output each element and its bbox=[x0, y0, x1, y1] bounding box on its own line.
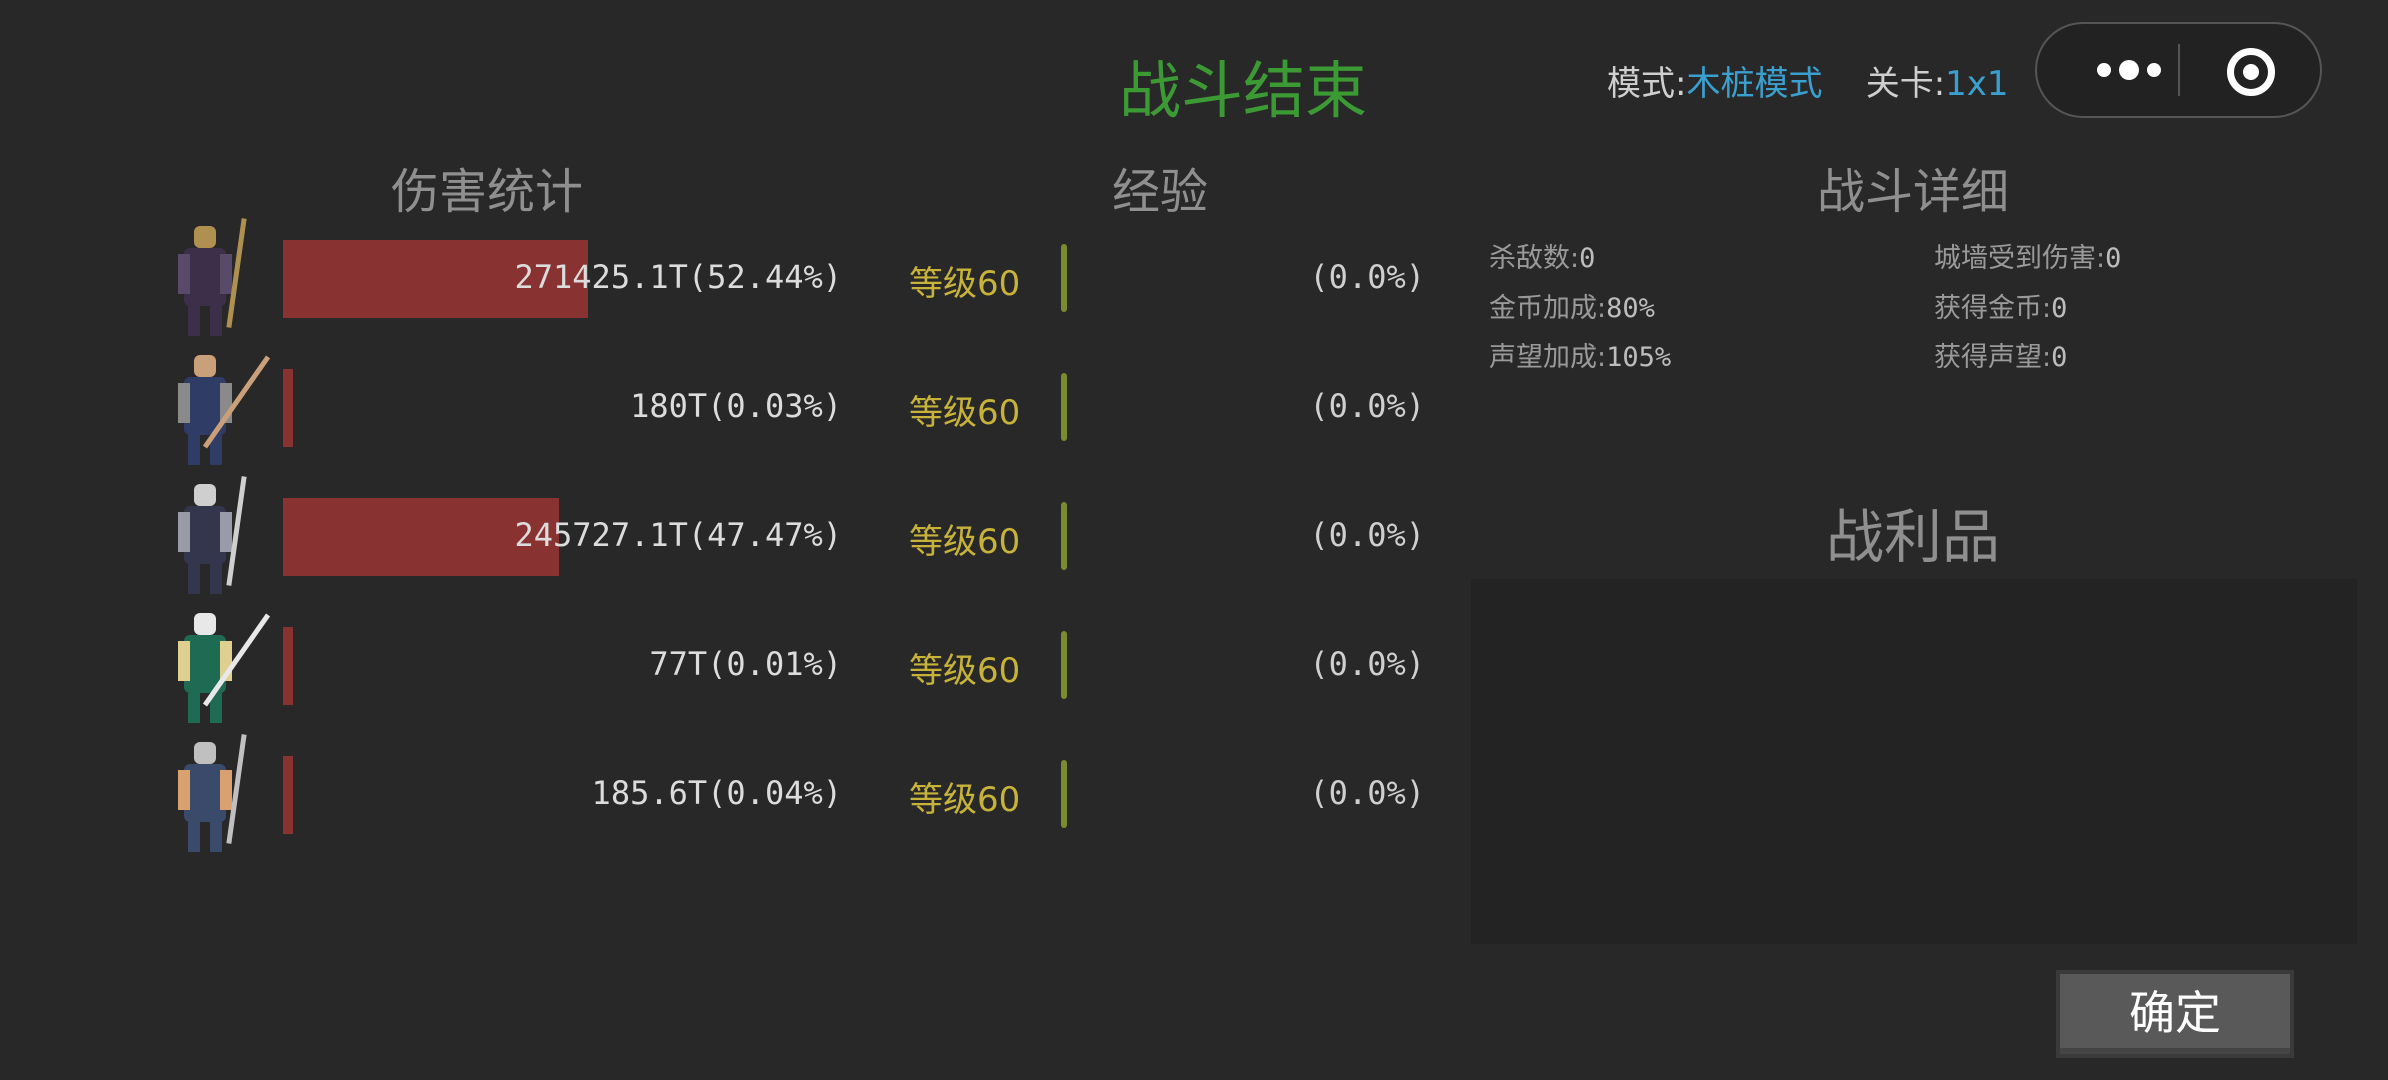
page-title: 战斗结束 bbox=[1118, 54, 1367, 127]
damage-bar bbox=[283, 498, 560, 576]
damage-text: 77T(0.01%) bbox=[649, 645, 842, 683]
stage-label: 关卡: bbox=[1865, 64, 1946, 104]
loot-panel bbox=[1471, 579, 2357, 944]
damage-text: 245727.1T(47.47%) bbox=[514, 516, 842, 554]
damage-row: 77T(0.01%) 等级60 (0.0%) bbox=[0, 601, 1450, 730]
more-dots-icon[interactable] bbox=[2097, 60, 2161, 80]
xp-bar bbox=[1061, 373, 1067, 441]
confirm-button[interactable]: 确定 bbox=[2056, 970, 2294, 1058]
detail-fame-gained: 获得声望:0 bbox=[1934, 342, 2068, 373]
xp-percent: (0.0%) bbox=[1309, 516, 1425, 554]
damage-row: 271425.1T(52.44%) 等级60 (0.0%) bbox=[0, 214, 1450, 343]
capsule-divider bbox=[2178, 44, 2180, 96]
detail-wall-damage: 城墙受到伤害:0 bbox=[1934, 243, 2122, 274]
level-label: 等级60 bbox=[909, 393, 1021, 433]
hero-portrait-dual-blade-warrior bbox=[150, 730, 260, 859]
xp-percent: (0.0%) bbox=[1309, 774, 1425, 812]
mode-label: 模式: bbox=[1607, 64, 1687, 104]
hero-portrait-swordsman bbox=[150, 343, 271, 472]
damage-bar bbox=[283, 240, 589, 318]
damage-heading: 伤害统计 bbox=[390, 164, 583, 220]
damage-row: 245727.1T(47.47%) 等级60 (0.0%) bbox=[0, 472, 1450, 601]
hero-portrait-elf-archer bbox=[150, 601, 271, 730]
xp-percent: (0.0%) bbox=[1309, 645, 1425, 683]
damage-text: 185.6T(0.04%) bbox=[591, 774, 842, 812]
hero-portrait-dark-mage bbox=[150, 214, 260, 343]
detail-kills: 杀敌数:0 bbox=[1489, 243, 1596, 274]
details-heading: 战斗详细 bbox=[1816, 164, 2009, 220]
level-label: 等级60 bbox=[909, 522, 1021, 562]
detail-fame-bonus: 声望加成:105% bbox=[1489, 342, 1672, 373]
xp-percent: (0.0%) bbox=[1309, 387, 1425, 425]
xp-bar bbox=[1061, 244, 1067, 312]
hero-portrait-caped-knight bbox=[150, 472, 260, 601]
level-label: 等级60 bbox=[909, 264, 1021, 304]
damage-text: 271425.1T(52.44%) bbox=[514, 258, 842, 296]
target-circle-icon[interactable] bbox=[2227, 48, 2275, 96]
mini-program-capsule bbox=[2035, 22, 2322, 118]
xp-percent: (0.0%) bbox=[1309, 258, 1425, 296]
damage-bar bbox=[283, 627, 293, 705]
damage-row: 185.6T(0.04%) 等级60 (0.0%) bbox=[0, 730, 1450, 859]
xp-bar bbox=[1061, 760, 1067, 828]
damage-bar bbox=[283, 756, 293, 834]
loot-heading: 战利品 bbox=[1825, 503, 2000, 571]
damage-bar bbox=[283, 369, 293, 447]
mode-stage-info: 模式:木桩模式 关卡:1x1 bbox=[1607, 56, 2009, 105]
xp-bar bbox=[1061, 502, 1067, 570]
mode-value: 木桩模式 bbox=[1686, 64, 1823, 104]
damage-text: 180T(0.03%) bbox=[630, 387, 842, 425]
detail-gold-gained: 获得金币:0 bbox=[1934, 293, 2068, 324]
detail-gold-bonus: 金币加成:80% bbox=[1489, 293, 1655, 324]
damage-row: 180T(0.03%) 等级60 (0.0%) bbox=[0, 343, 1450, 472]
level-label: 等级60 bbox=[909, 780, 1021, 820]
experience-heading: 经验 bbox=[1111, 164, 1208, 220]
stage-value: 1x1 bbox=[1945, 64, 2009, 104]
level-label: 等级60 bbox=[909, 651, 1021, 691]
xp-bar bbox=[1061, 631, 1067, 699]
